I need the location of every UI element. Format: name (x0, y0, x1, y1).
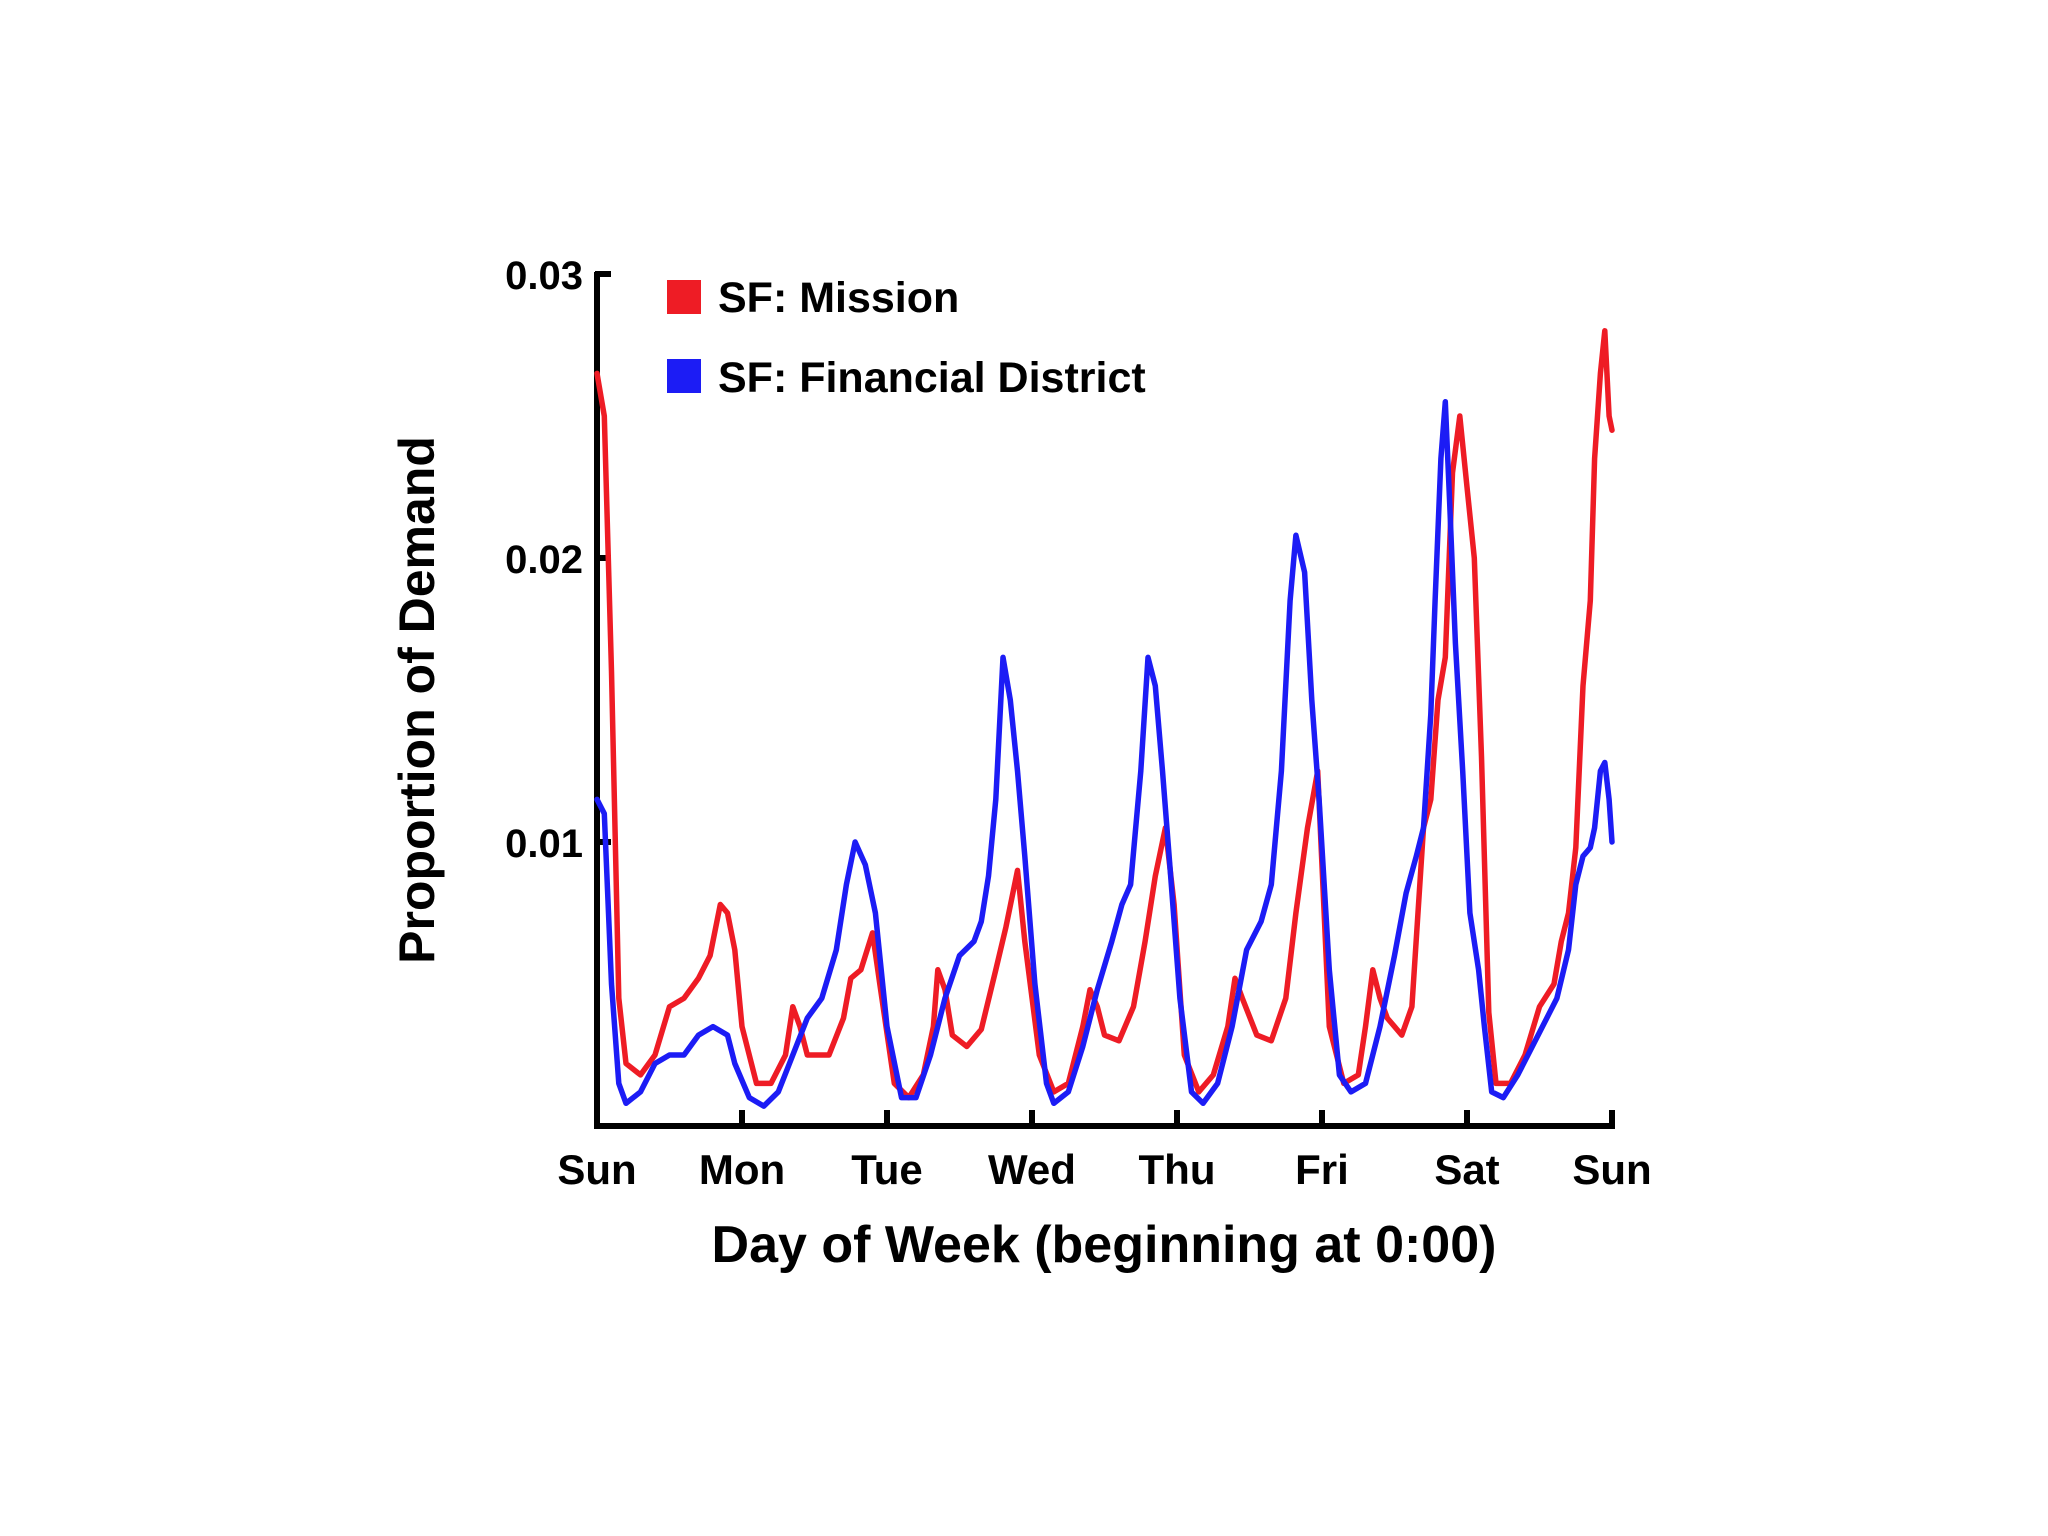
legend: SF: Mission SF: Financial District (667, 274, 1146, 402)
y-axis-title: Proportion of Demand (389, 436, 445, 964)
x-tick-label: Thu (1139, 1146, 1216, 1193)
x-tick-label: Sun (1572, 1146, 1651, 1193)
y-axis-ticks: 0.01 0.02 0.03 (505, 254, 611, 866)
y-tick-label: 0.03 (505, 254, 583, 298)
x-tick-label: Sun (557, 1146, 636, 1193)
legend-label-financial-district: SF: Financial District (718, 354, 1146, 402)
legend-swatch-mission (667, 280, 701, 314)
legend-label-mission: SF: Mission (718, 274, 959, 322)
x-tick-label: Mon (699, 1146, 785, 1193)
x-tick-label: Fri (1295, 1146, 1349, 1193)
legend-swatch-financial-district (667, 359, 701, 393)
x-tick-label: Sat (1434, 1146, 1499, 1193)
series-line-sf-financial-district (594, 399, 1615, 1109)
x-tick-label: Wed (988, 1146, 1076, 1193)
series-lines (594, 328, 1615, 1109)
series-line-sf-mission (594, 328, 1615, 1101)
x-axis-title: Day of Week (beginning at 0:00) (712, 1216, 1497, 1274)
y-tick-label: 0.01 (505, 822, 583, 866)
y-tick-label: 0.02 (505, 538, 583, 582)
x-tick-label: Tue (851, 1146, 923, 1193)
x-axis-ticks: Sun Mon Tue Wed Thu Fri Sat Sun (557, 1110, 1652, 1193)
